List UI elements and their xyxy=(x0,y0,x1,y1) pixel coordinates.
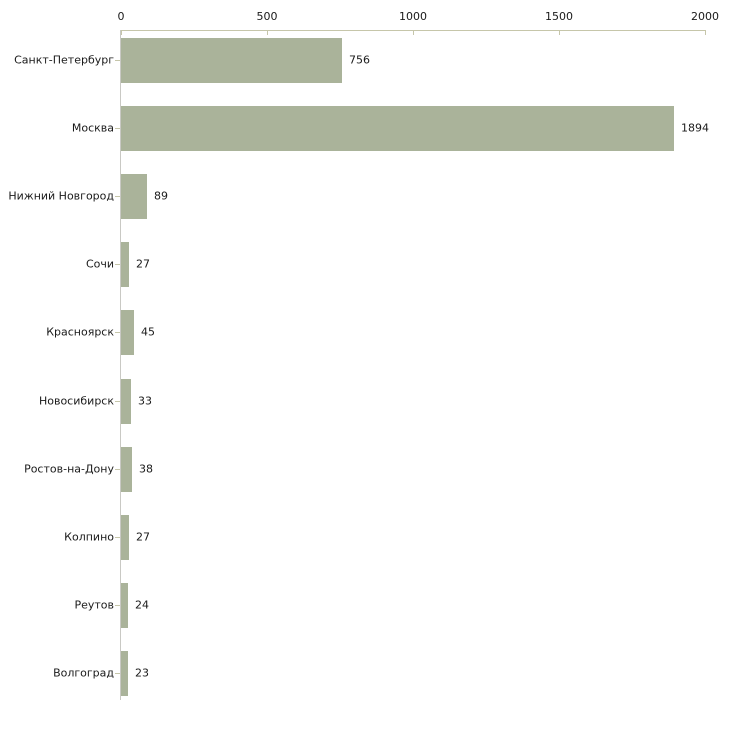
category-tick-mark xyxy=(115,673,120,674)
x-tick-mark xyxy=(267,31,268,35)
category-label: Колпино xyxy=(64,530,114,544)
x-tick-label: 1500 xyxy=(545,10,573,23)
x-tick-mark xyxy=(705,31,706,35)
category-tick-mark xyxy=(115,332,120,333)
category-label: Новосибирск xyxy=(38,394,114,408)
value-label: 33 xyxy=(138,394,152,408)
value-label: 1894 xyxy=(681,121,709,135)
x-tick-label: 2000 xyxy=(691,10,719,23)
category-tick-mark xyxy=(115,264,120,265)
value-label: 27 xyxy=(136,257,150,271)
value-label: 89 xyxy=(154,189,168,203)
bar xyxy=(121,310,134,355)
x-tick-label: 500 xyxy=(256,10,278,23)
bar xyxy=(121,583,128,628)
value-label: 45 xyxy=(141,325,155,339)
bar xyxy=(121,379,131,424)
category-tick-mark xyxy=(115,537,120,538)
category-label: Ростов-на-Дону xyxy=(24,462,114,476)
bar xyxy=(121,174,147,219)
category-label: Волгоград xyxy=(53,666,114,680)
value-label: 23 xyxy=(135,666,149,680)
category-tick-mark xyxy=(115,196,120,197)
value-label: 27 xyxy=(136,530,150,544)
category-label: Сочи xyxy=(85,257,114,271)
category-label: Реутов xyxy=(74,598,114,612)
x-axis-line xyxy=(121,30,706,31)
category-label: Москва xyxy=(71,121,114,135)
category-tick-mark xyxy=(115,60,120,61)
x-tick-label: 1000 xyxy=(399,10,427,23)
value-label: 38 xyxy=(139,462,153,476)
x-tick-mark xyxy=(121,31,122,35)
category-tick-mark xyxy=(115,469,120,470)
x-tick-mark xyxy=(559,31,560,35)
bar xyxy=(121,106,674,151)
category-label: Красноярск xyxy=(46,325,114,339)
category-label: Санкт-Петербург xyxy=(14,53,114,67)
category-tick-mark xyxy=(115,605,120,606)
category-tick-mark xyxy=(115,128,120,129)
value-label: 24 xyxy=(135,598,149,612)
y-axis-line xyxy=(120,30,121,700)
bar xyxy=(121,447,132,492)
bar xyxy=(121,651,128,696)
bar xyxy=(121,242,129,287)
bar xyxy=(121,515,129,560)
bar xyxy=(121,38,342,83)
x-tick-label: 0 xyxy=(117,10,125,23)
category-label: Нижний Новгород xyxy=(8,189,114,203)
category-tick-mark xyxy=(115,401,120,402)
value-label: 756 xyxy=(349,53,370,67)
x-tick-mark xyxy=(413,31,414,35)
